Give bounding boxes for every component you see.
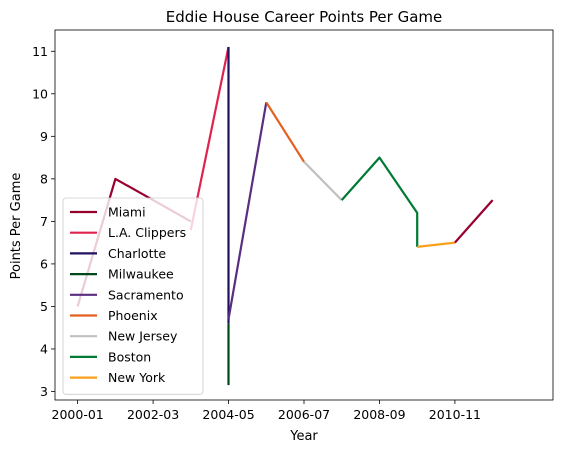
legend-label: Sacramento <box>108 287 184 302</box>
x-tick-label: 2008-09 <box>353 407 405 422</box>
y-tick-label: 9 <box>40 129 48 144</box>
y-tick-label: 3 <box>40 384 48 399</box>
series-line-8 <box>417 243 455 247</box>
x-tick-label: 2000-01 <box>52 407 104 422</box>
x-axis: 2000-01 2002-03 2004-05 2006-07 2008-09 2010-… <box>52 400 482 422</box>
x-tick-label: 2002-03 <box>127 407 179 422</box>
chart-title: Eddie House Career Points Per Game <box>166 8 443 26</box>
x-tick-label: 2006-07 <box>278 407 330 422</box>
y-tick-label: 7 <box>40 214 48 229</box>
y-axis: 3 4 5 6 7 8 9 10 11 <box>32 44 55 399</box>
legend-label: Milwaukee <box>108 267 174 282</box>
series-line-9 <box>455 200 493 243</box>
legend: Miami L.A. Clippers Charlotte Milwaukee Sacr… <box>63 198 203 394</box>
legend-label: L.A. Clippers <box>108 225 186 240</box>
y-tick-label: 10 <box>32 86 48 101</box>
series-line-4 <box>229 102 267 319</box>
y-tick-label: 11 <box>32 44 48 59</box>
legend-label: Miami <box>108 205 146 220</box>
legend-label: Charlotte <box>108 246 166 261</box>
legend-label: Boston <box>108 349 151 364</box>
x-tick-label: 2010-11 <box>429 407 481 422</box>
series-line-5 <box>266 102 304 162</box>
x-axis-label: Year <box>289 429 318 444</box>
y-tick-label: 5 <box>40 299 48 314</box>
y-tick-label: 6 <box>40 256 48 271</box>
x-tick-label: 2004-05 <box>202 407 254 422</box>
series-line-7 <box>342 158 418 247</box>
y-tick-label: 8 <box>40 171 48 186</box>
legend-label: New Jersey <box>108 329 178 344</box>
series-line-6 <box>304 162 342 200</box>
legend-label: Phoenix <box>108 308 158 323</box>
legend-label: New York <box>108 370 166 385</box>
y-tick-label: 4 <box>40 341 48 356</box>
y-axis-label: Points Per Game <box>9 173 24 280</box>
